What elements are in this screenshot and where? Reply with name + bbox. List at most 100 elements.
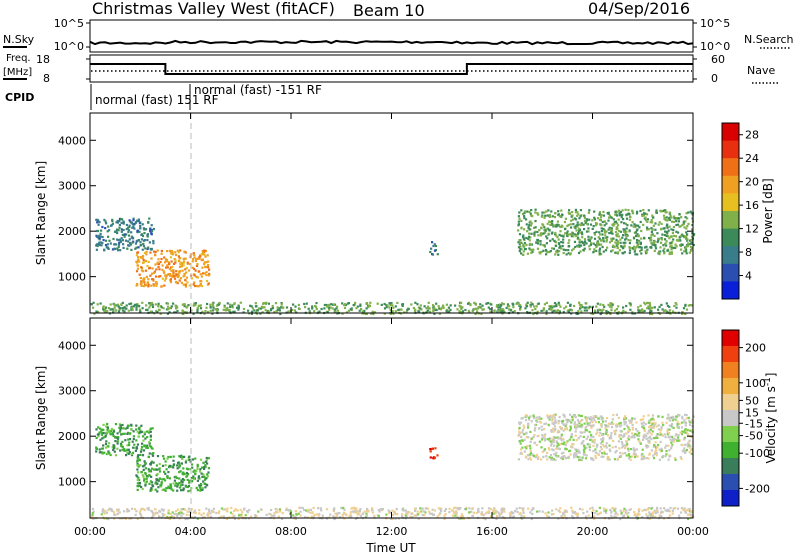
echo-cell [142,449,146,452]
echo-cell [164,274,167,277]
echo-cell [188,514,191,517]
echo-cell [117,305,120,308]
echo-cell [600,227,603,230]
echo-cell [547,511,550,514]
echo-cell [417,513,420,516]
echo-cell [126,510,129,513]
echo-cell [556,442,559,445]
echo-cell [685,414,688,417]
echo-cell [654,448,658,451]
echo-cell [526,445,529,448]
echo-cell [588,424,591,427]
echo-cell [543,216,546,219]
echo-cell [651,228,654,231]
echo-cell [657,424,660,427]
echo-cell [552,436,555,439]
echo-cell [549,221,552,224]
echo-cell [431,304,435,307]
velocity-y-axis-title: Slant Range [km] [34,366,48,470]
echo-cell [611,506,614,510]
echo-cell [151,453,154,456]
echo-cell [196,465,199,468]
echo-cell [184,283,187,286]
echo-cell [614,251,617,254]
echo-cell [312,506,315,509]
echo-cell [599,309,602,312]
echo-cell [685,231,688,234]
echo-cell [617,440,620,443]
echo-cell [270,513,273,516]
echo-cell [269,309,273,312]
echo-cell [181,269,184,272]
echo-cell [685,235,688,238]
echo-cell [612,244,615,247]
echo-cell [601,239,604,242]
echo-cell [149,427,152,430]
echo-cell [180,455,183,458]
echo-cell [688,439,691,442]
echo-cell [501,308,505,311]
echo-cell [183,479,186,482]
echo-cell [503,510,506,513]
echo-cell [627,438,631,441]
echo-cell [146,475,149,478]
echo-cell [537,457,540,461]
echo-cell [589,223,593,226]
echo-cell [150,509,153,512]
echo-cell [502,303,505,306]
echo-cell [688,251,691,254]
echo-cell [143,251,146,254]
echo-cell [627,447,630,450]
echo-cell [229,511,233,514]
echo-cell [656,240,659,244]
echo-cell [691,228,694,231]
echo-cell [268,512,271,515]
echo-cell [568,438,571,441]
echo-cell [132,430,135,433]
echo-cell [564,428,567,431]
echo-cell [222,508,225,511]
echo-cell [662,423,665,427]
echo-cell [561,213,564,216]
echo-cell [206,484,209,487]
echo-cell [562,451,565,454]
echo-cell [98,234,101,237]
echo-cell [665,450,668,453]
echo-cell [203,261,206,264]
echo-cell [619,429,622,433]
echo-cell [658,221,661,224]
echo-cell [577,227,580,230]
echo-cell [356,305,359,308]
echo-cell [543,244,546,247]
echo-cell [172,459,175,462]
echo-cell [276,308,279,311]
echo-cell [190,508,193,511]
echo-cell [173,275,176,278]
echo-cell [156,468,159,471]
echo-cell [444,513,447,516]
echo-cell [371,507,374,510]
echo-cell [166,475,169,478]
echo-cell [116,447,119,450]
echo-cell [239,301,242,304]
echo-cell [142,242,145,245]
echo-cell [636,253,639,256]
echo-cell [584,515,588,518]
echo-cell [649,421,652,424]
echo-cell [341,513,344,516]
echo-cell [613,515,616,518]
echo-cell [150,233,153,236]
echo-cell [523,217,526,220]
echo-cell [479,303,482,306]
echo-cell [105,246,108,249]
echo-cell [637,510,641,513]
echo-cell [689,304,692,307]
echo-cell [432,513,436,516]
y-tick-label: 2000 [58,430,86,443]
echo-cell [549,223,552,226]
echo-cell [459,507,462,510]
echo-cell [614,231,618,234]
echo-cell [183,311,187,314]
echo-cell [128,224,131,227]
echo-cell [588,430,591,434]
